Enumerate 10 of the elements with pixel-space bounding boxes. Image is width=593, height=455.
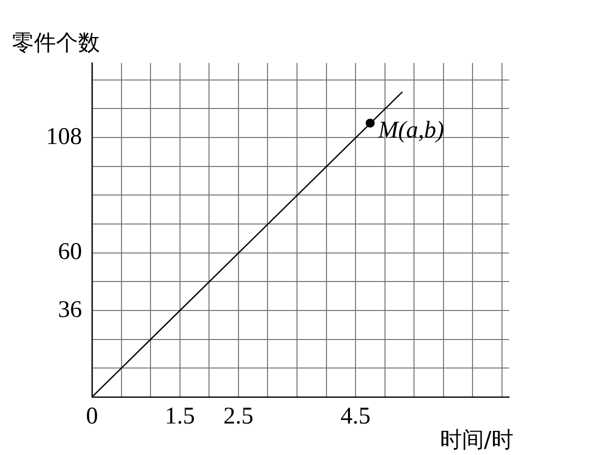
annotation: M(a,b) [377, 117, 444, 144]
x-axis-title: 时间/时 [440, 428, 514, 453]
x-tick-label: 0 [86, 404, 98, 430]
y-axis-title: 零件个数 [12, 31, 100, 56]
y-tick-label: 36 [58, 296, 82, 323]
x-tick-label: 2.5 [223, 404, 254, 430]
x-tick-label: 1.5 [164, 404, 195, 430]
y-tick-label: 60 [58, 239, 82, 266]
y-tick-label: 108 [46, 124, 82, 150]
x-tick-label: 4.5 [340, 404, 371, 430]
